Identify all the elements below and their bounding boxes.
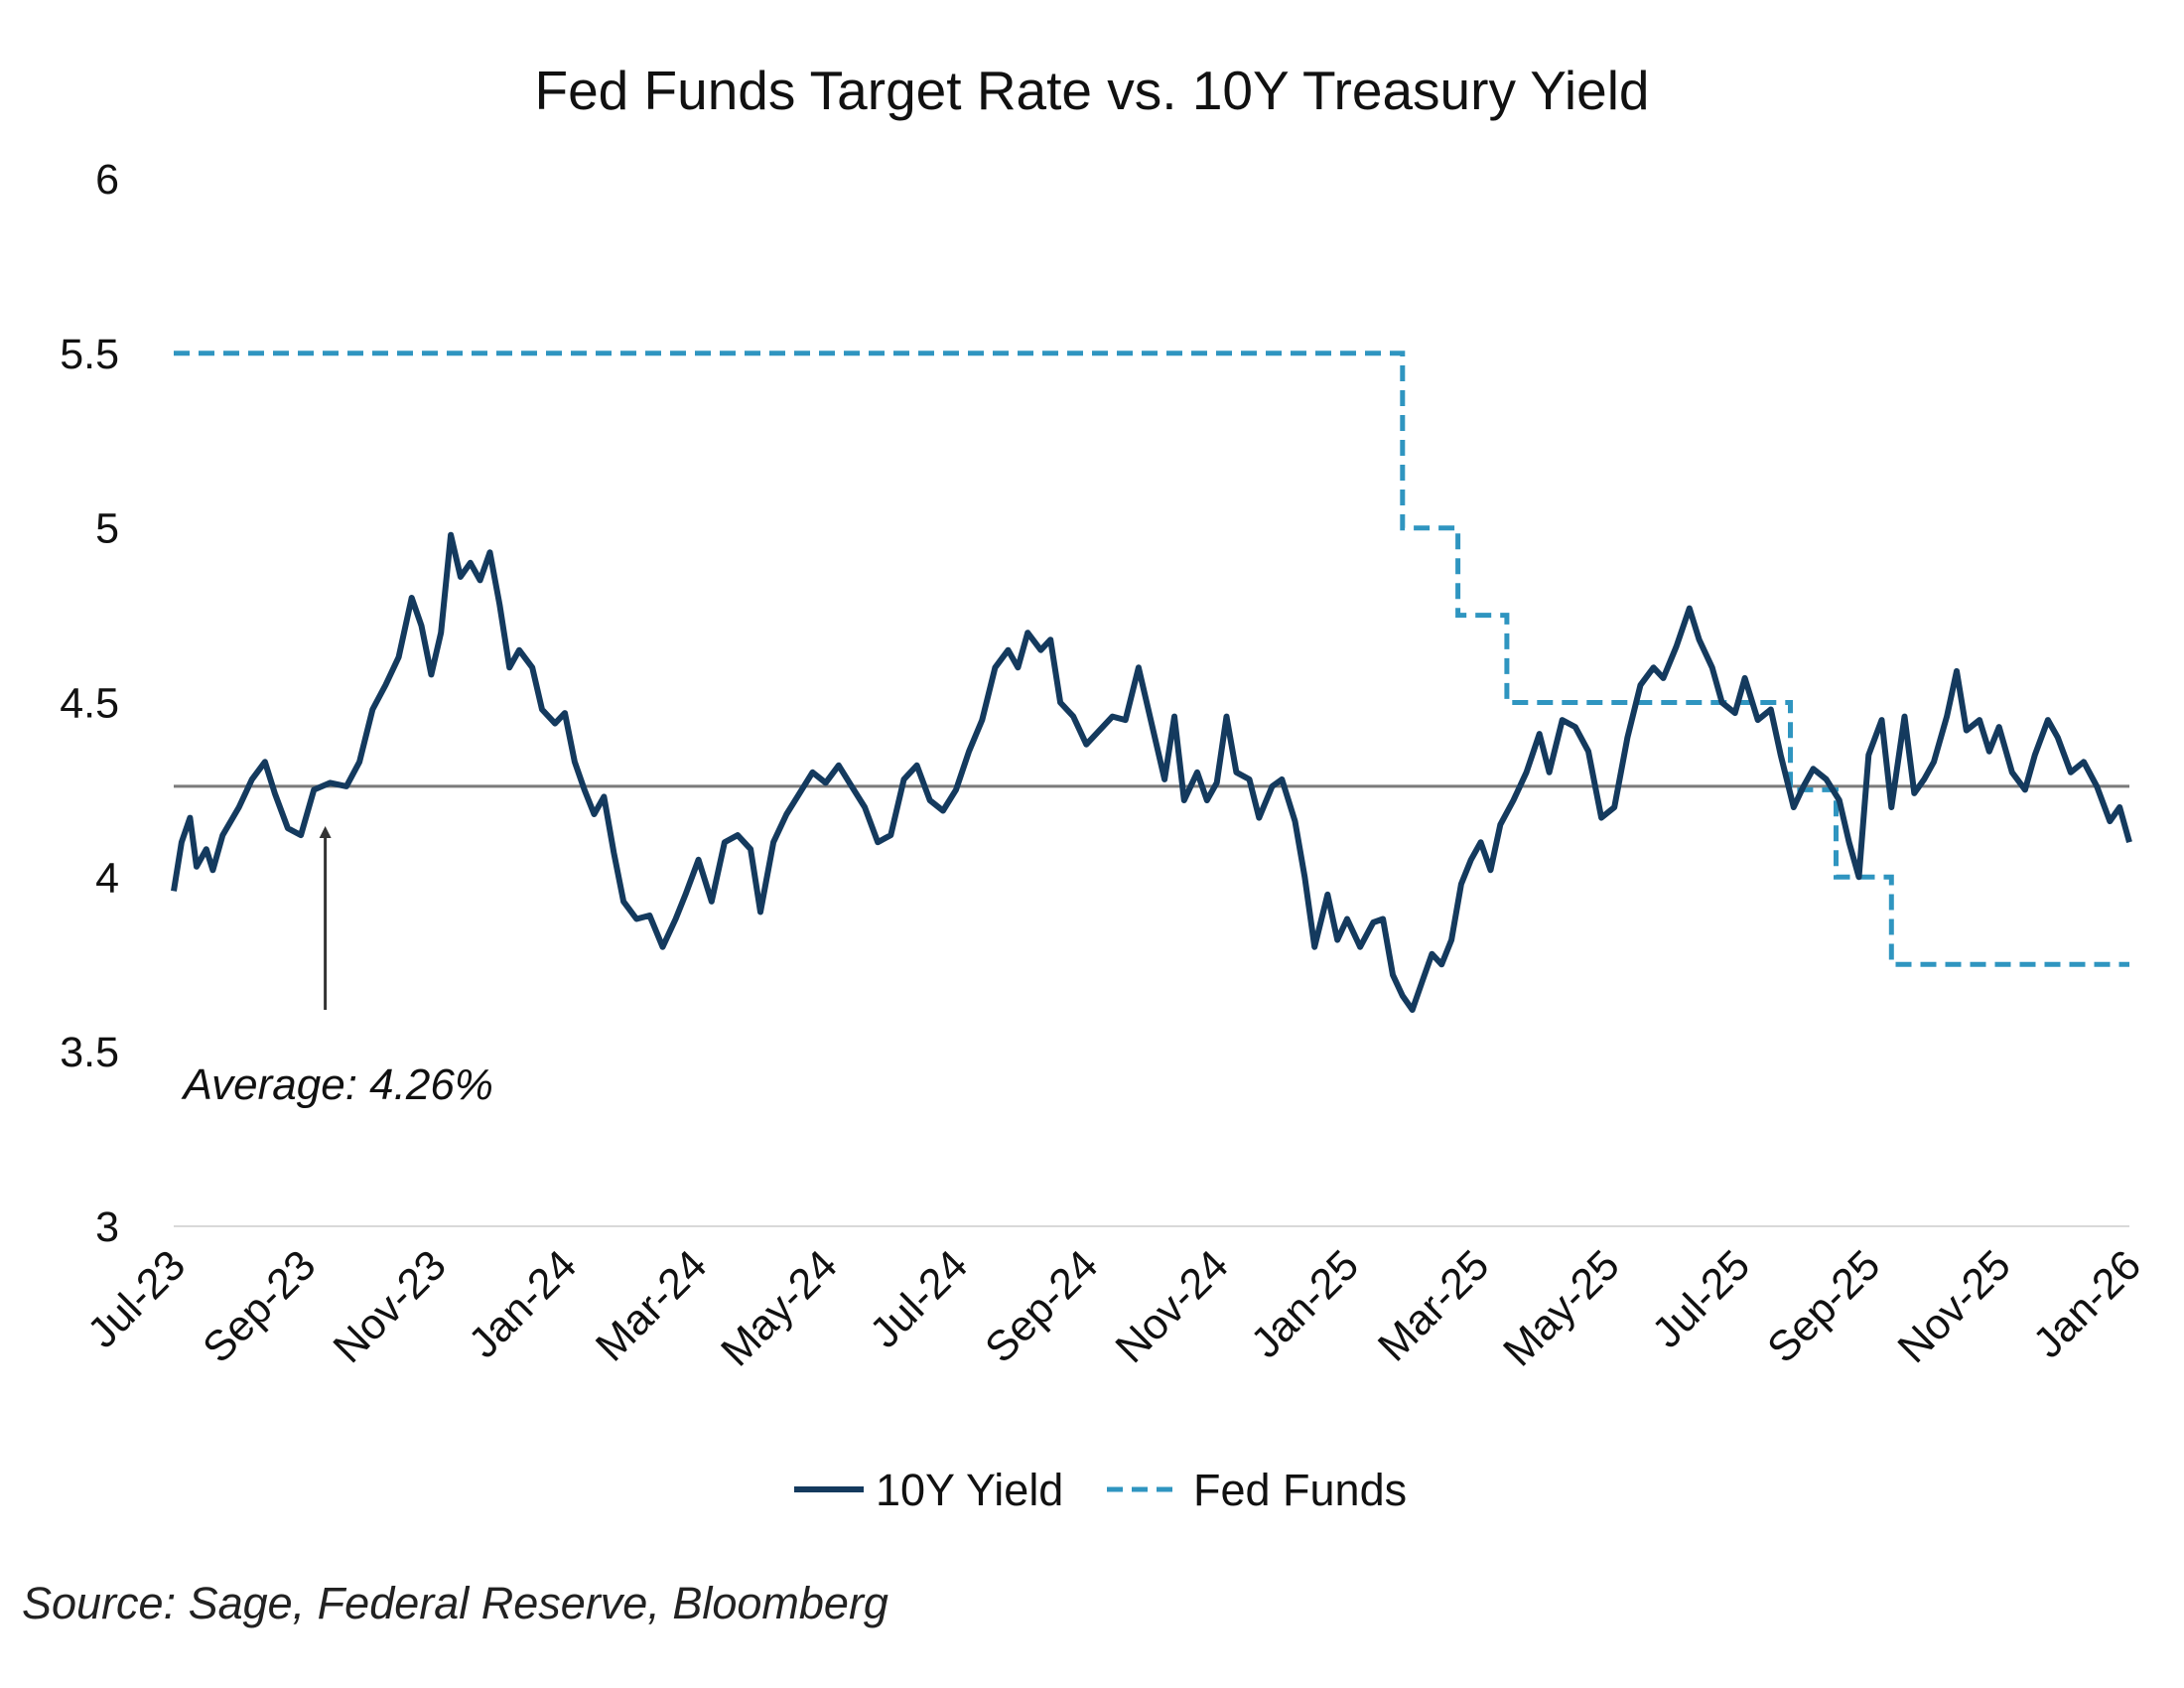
y-tick-label: 3 <box>95 1203 119 1251</box>
source-note: Source: Sage, Federal Reserve, Bloomberg <box>22 1578 888 1628</box>
legend-label-fed-funds: Fed Funds <box>1193 1465 1407 1515</box>
legend-label-10y-yield: 10Y Yield <box>876 1465 1063 1515</box>
average-annotation: Average: 4.26% <box>181 826 493 1109</box>
x-tick-label: Sep-24 <box>976 1241 1107 1372</box>
y-tick-label: 5 <box>95 505 119 553</box>
10y-yield-line <box>171 531 2132 1013</box>
x-tick-label: Jan-25 <box>1242 1241 1368 1367</box>
y-tick-label: 3.5 <box>60 1029 119 1076</box>
x-tick-label: Sep-25 <box>1758 1241 1889 1372</box>
legend: 10Y Yield Fed Funds <box>794 1465 1407 1515</box>
y-axis: 3 3.5 4 4.5 5 5.5 6 <box>60 156 119 1251</box>
x-tick-label: Mar-25 <box>1369 1241 1498 1370</box>
plot-area <box>171 351 2132 1013</box>
average-label: Average: 4.26% <box>181 1060 493 1109</box>
x-tick-label: Nov-25 <box>1889 1241 2020 1372</box>
y-tick-label: 4.5 <box>60 680 119 728</box>
y-tick-label: 6 <box>95 156 119 204</box>
x-tick-label: Jan-24 <box>460 1241 586 1367</box>
y-tick-label: 4 <box>95 854 119 902</box>
x-tick-label: Jul-25 <box>1643 1241 1759 1357</box>
x-tick-label: Jul-24 <box>861 1241 977 1357</box>
y-tick-label: 5.5 <box>60 331 119 378</box>
x-tick-label: Nov-24 <box>1107 1241 1238 1372</box>
x-tick-label: Nov-23 <box>325 1241 456 1372</box>
x-tick-label: Jan-26 <box>2024 1241 2150 1367</box>
x-tick-label: May-24 <box>712 1241 846 1375</box>
fed-funds-line <box>174 351 2129 967</box>
x-tick-label: Mar-24 <box>587 1241 716 1370</box>
x-tick-label: Jul-23 <box>78 1241 195 1357</box>
x-tick-label: Sep-23 <box>194 1241 325 1372</box>
x-tick-label: May-25 <box>1494 1241 1628 1375</box>
chart-title: Fed Funds Target Rate vs. 10Y Treasury Y… <box>534 60 1649 121</box>
